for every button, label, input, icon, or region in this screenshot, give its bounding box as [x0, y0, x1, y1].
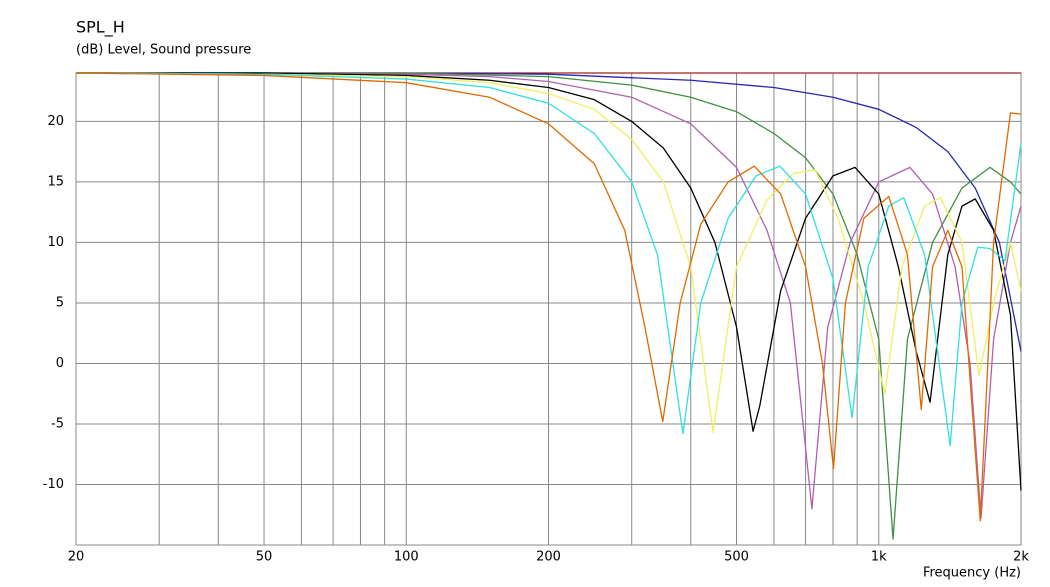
- x-tick-label: 2k: [1013, 550, 1029, 565]
- x-tick-label: 200: [536, 550, 561, 565]
- series-line: [76, 72, 1022, 520]
- y-tick-label: 5: [56, 295, 64, 310]
- chart-title: SPL_H: [76, 18, 125, 38]
- series-line: [75, 72, 1022, 434]
- chart-subtitle: (dB) Level, Sound pressure: [76, 43, 251, 58]
- y-tick-label: 0: [56, 356, 64, 371]
- x-tick-label: 500: [724, 550, 749, 565]
- y-tick-label: 10: [47, 235, 64, 250]
- x-tick-label: 1k: [871, 550, 887, 565]
- y-tick-label: -10: [43, 477, 64, 492]
- y-tick-label: 15: [47, 174, 64, 189]
- x-tick-label: 20: [68, 550, 85, 565]
- y-tick-label: -5: [51, 416, 64, 431]
- series-line: [75, 72, 1022, 447]
- x-tick-label: 50: [256, 550, 273, 565]
- series-line: [76, 72, 1022, 491]
- x-tick-label: 100: [394, 550, 419, 565]
- y-tick-label: 20: [47, 114, 64, 129]
- series-line: [76, 72, 1022, 540]
- x-axis-label: Frequency (Hz): [923, 566, 1021, 581]
- series-line: [75, 72, 1022, 522]
- series-line: [76, 72, 1022, 352]
